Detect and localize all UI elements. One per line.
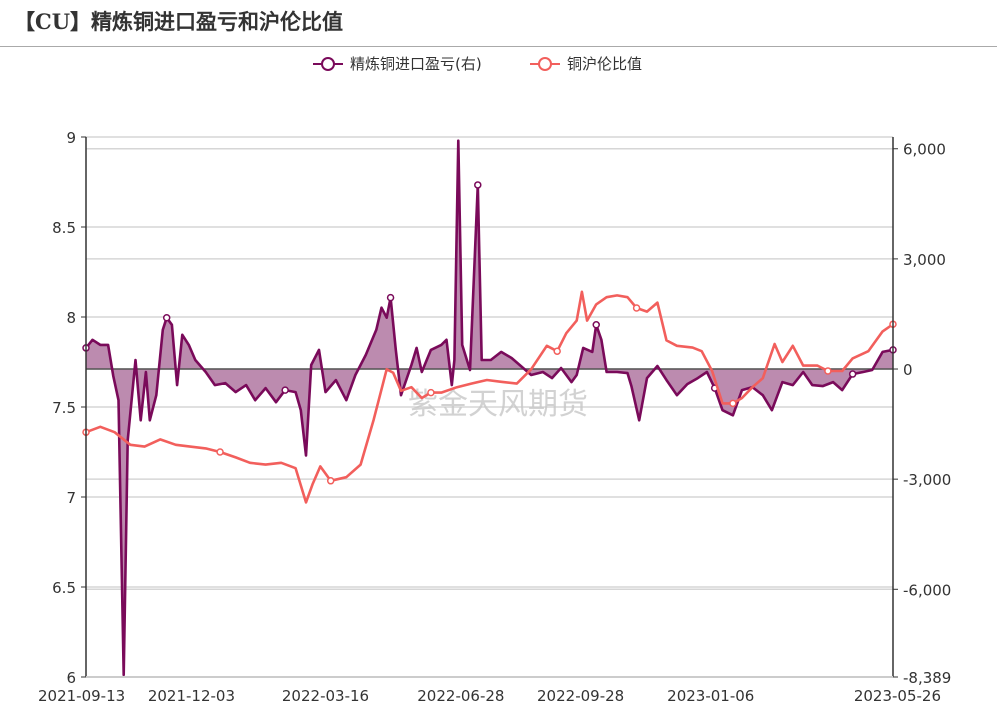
data-point-marker <box>281 386 289 394</box>
legend-marker-icon <box>538 57 552 71</box>
profit-line <box>84 139 894 677</box>
legend-label: 铜沪伦比值 <box>567 55 642 73</box>
right-tick-label: -6,000 <box>903 581 951 599</box>
left-tick-label: 8 <box>66 309 76 327</box>
data-point-marker <box>162 313 171 322</box>
x-tick-label: 2021-12-03 <box>148 687 235 705</box>
axes: 6 6.5 7 7.5 8 8.5 9 -8,389 -6,000 -3,000 0 3,000 6,0… <box>38 129 951 705</box>
right-tick-label: 3,000 <box>903 251 946 269</box>
profit-area <box>86 140 893 675</box>
data-point-marker <box>729 399 737 408</box>
data-point-marker <box>553 347 561 355</box>
legend-label: 精炼铜进口盈亏(右) <box>350 55 482 73</box>
x-tick-label: 2021-09-13 <box>38 687 125 705</box>
data-point-marker <box>848 370 857 378</box>
legend-item-ratio[interactable]: 铜沪伦比值 <box>530 55 642 73</box>
right-tick-label: -8,389 <box>903 669 951 687</box>
legend-item-profit[interactable]: 精炼铜进口盈亏(右) <box>313 55 482 73</box>
right-tick-label: -3,000 <box>903 471 951 489</box>
data-point-marker <box>824 367 832 375</box>
legend: 精炼铜进口盈亏(右) 铜沪伦比值 <box>313 55 642 73</box>
x-tick-label: 2023-01-06 <box>667 687 754 705</box>
gridlines <box>86 136 893 591</box>
ratio-line <box>85 290 894 504</box>
legend-marker-icon <box>321 57 335 71</box>
data-point-marker <box>216 448 224 456</box>
x-tick-label: 2023-05-26 <box>854 687 941 705</box>
x-tick-label: 2022-03-16 <box>282 687 369 705</box>
x-tick-label: 2022-06-28 <box>417 687 504 705</box>
title-divider <box>0 46 997 47</box>
data-point-marker <box>427 388 435 397</box>
data-point-marker <box>632 304 641 312</box>
left-tick-label: 7 <box>66 489 76 507</box>
data-point-marker <box>592 321 600 329</box>
left-tick-label: 8.5 <box>52 219 76 237</box>
right-tick-label: 0 <box>903 361 913 379</box>
left-tick-label: 7.5 <box>52 399 76 417</box>
data-point-marker <box>474 181 482 189</box>
page-title: 【CU】精炼铜进口盈亏和沪伦比值 <box>14 9 344 34</box>
left-tick-label: 9 <box>66 129 76 147</box>
left-tick-label: 6 <box>66 669 76 687</box>
data-point-marker <box>386 293 395 302</box>
x-tick-label: 2022-09-28 <box>537 687 624 705</box>
right-tick-label: 6,000 <box>903 141 946 159</box>
data-point-marker <box>326 477 335 485</box>
left-tick-label: 6.5 <box>52 579 76 597</box>
